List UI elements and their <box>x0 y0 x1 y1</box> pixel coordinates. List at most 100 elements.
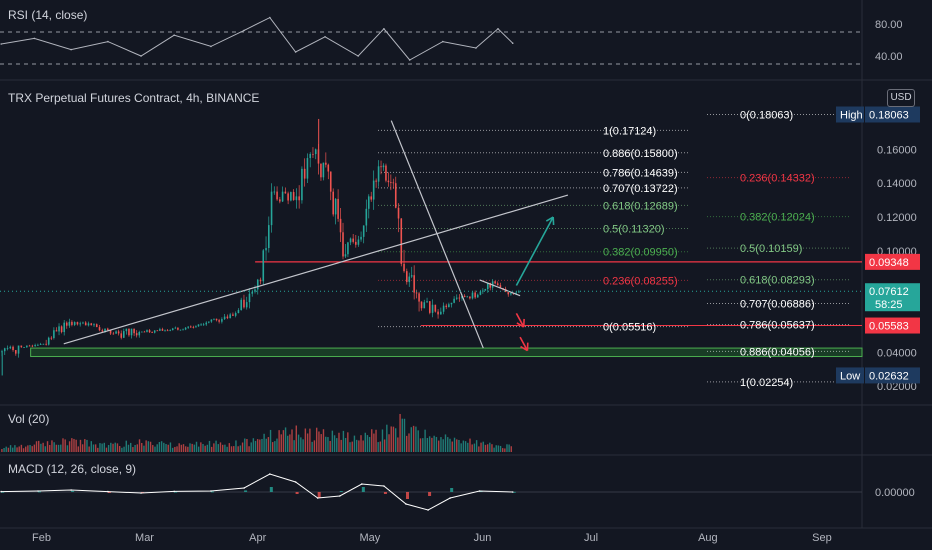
candle-body <box>159 329 161 331</box>
volume-bar <box>475 440 478 452</box>
candle-body <box>394 183 397 208</box>
volume-bar <box>116 443 119 452</box>
volume-bar <box>105 447 108 452</box>
volume-bar <box>464 441 467 452</box>
candle-body <box>39 343 42 345</box>
fib-left-level-label: 0.707(0.13722) <box>603 183 678 195</box>
volume-bar <box>293 440 295 452</box>
macd-histogram-bar <box>71 490 75 492</box>
rsi-point <box>173 34 175 36</box>
volume-bar <box>178 443 180 452</box>
candle-body <box>423 302 426 309</box>
macd-point <box>338 495 341 497</box>
macd-point <box>140 492 142 494</box>
volume-bar <box>383 439 386 452</box>
candle-body <box>408 276 411 283</box>
volume-bar <box>349 442 351 452</box>
volume-bar <box>325 436 327 452</box>
candle-body <box>448 304 450 308</box>
volume-bar <box>44 446 47 452</box>
rsi-point <box>357 55 359 57</box>
candle-body <box>362 225 365 237</box>
symbol-title[interactable]: TRX Perpetual Futures Contract, 4h, BINA… <box>8 91 260 105</box>
macd-histogram-bar <box>295 492 299 494</box>
candle-body <box>128 328 130 336</box>
volume-bar <box>187 446 189 452</box>
macd-indicator-label[interactable]: MACD (12, 26, close, 9) <box>8 462 137 476</box>
candle-body <box>349 238 352 243</box>
candle-body <box>469 296 471 299</box>
volume-bar <box>75 439 77 452</box>
volume-bar <box>64 439 66 452</box>
volume-bar <box>491 444 493 452</box>
volume-bar <box>406 435 408 452</box>
volume-bar <box>125 440 127 452</box>
rsi-point <box>0 43 3 45</box>
volume-bar <box>284 427 287 452</box>
candle-body <box>259 279 262 282</box>
time-tick-label: Aug <box>698 532 718 544</box>
candle-body <box>337 198 339 219</box>
volume-bar <box>241 442 244 452</box>
volume-bar <box>302 439 304 452</box>
volume-bar <box>244 438 246 452</box>
volume-bar <box>9 445 12 452</box>
currency-button[interactable]: USD <box>887 89 915 107</box>
low-badge-label-text: Low <box>840 370 860 382</box>
candle-body <box>98 327 101 331</box>
candle-body <box>234 313 237 316</box>
rsi-point <box>269 16 271 19</box>
volume-bar <box>499 445 502 452</box>
bearish-arrow-lower-head <box>520 345 528 352</box>
macd-histogram-bar <box>269 487 273 492</box>
volume-bar <box>73 438 75 452</box>
volume-indicator-label[interactable]: Vol (20) <box>8 412 50 426</box>
volume-bar <box>381 429 384 452</box>
candle-body <box>12 346 14 351</box>
ascending-trendline <box>63 194 569 345</box>
volume-bar <box>204 445 206 452</box>
candle-body <box>58 326 60 332</box>
volume-bar <box>112 443 114 452</box>
macd-point <box>427 509 429 511</box>
macd-point <box>383 485 385 487</box>
candle-body <box>434 304 437 312</box>
volume-bar <box>16 447 18 452</box>
rsi-point <box>511 42 514 44</box>
candle-body <box>232 314 234 316</box>
macd-histogram-bar <box>1 491 5 493</box>
last-price-badge-bg <box>865 283 920 312</box>
volume-bar <box>278 430 280 452</box>
candle-body <box>262 250 265 282</box>
rsi-indicator-label[interactable]: RSI (14, close) <box>8 8 88 22</box>
volume-bar <box>265 438 267 452</box>
candle-body <box>115 331 117 334</box>
volume-bar <box>336 438 338 452</box>
candle-body <box>169 330 171 331</box>
volume-bar <box>206 444 209 452</box>
candle-body <box>23 347 25 349</box>
candle-body <box>174 327 177 329</box>
volume-bar <box>424 429 426 452</box>
candle-body <box>344 254 347 257</box>
volume-bar <box>377 442 379 452</box>
candle-body <box>303 168 306 179</box>
candle-body <box>403 263 405 272</box>
low-badge-label-bg <box>836 367 864 384</box>
volume-bar <box>197 446 200 452</box>
volume-bar <box>419 438 422 452</box>
volume-bar <box>422 438 424 452</box>
triangle-upper-line <box>479 279 521 297</box>
volume-bar <box>191 443 193 452</box>
candle-body <box>515 292 517 294</box>
macd-histogram-bar <box>244 490 248 492</box>
candle-body <box>385 165 387 181</box>
volume-bar <box>233 446 235 452</box>
volume-bar <box>440 437 442 452</box>
candle-body <box>254 289 256 292</box>
candle-body <box>518 291 520 293</box>
volume-bar <box>152 445 154 452</box>
volume-bar <box>375 429 377 452</box>
macd-histogram-bar <box>361 487 365 492</box>
